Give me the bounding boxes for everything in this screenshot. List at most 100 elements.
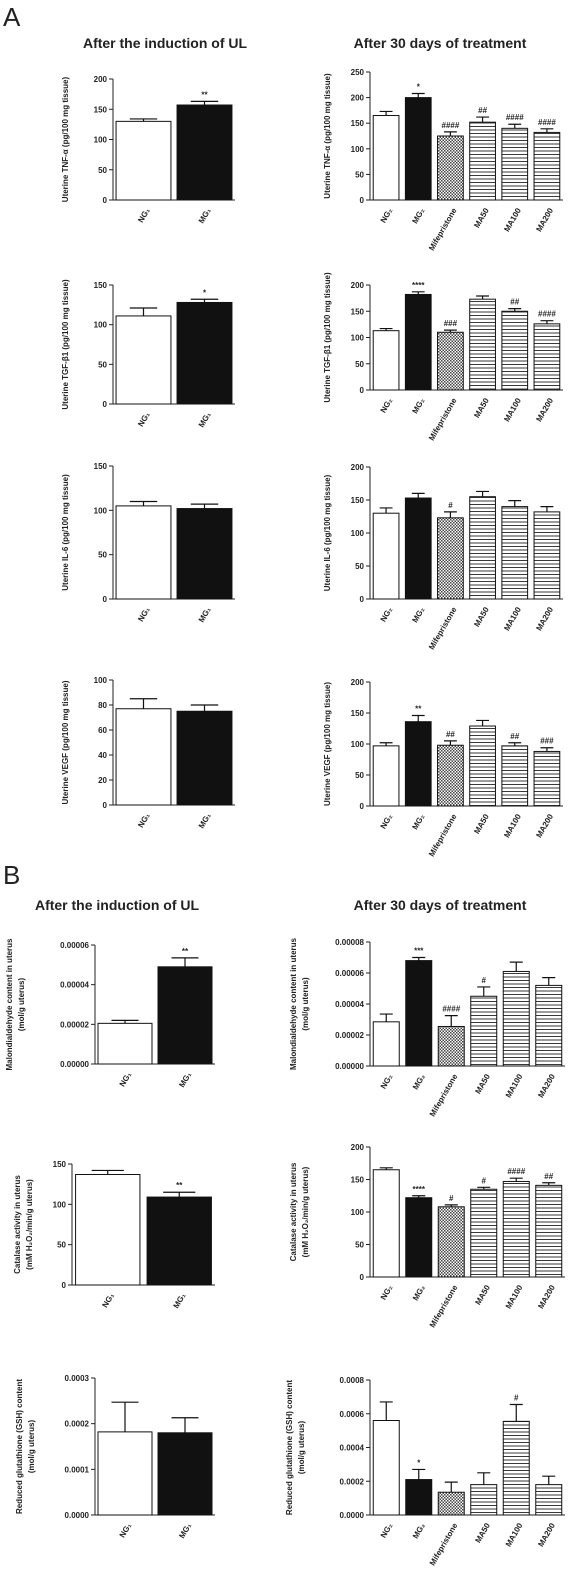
y-tick-label: 150 [94, 462, 108, 471]
bar [533, 511, 561, 600]
bar [502, 1420, 530, 1516]
y-tick-label: 0 [103, 196, 108, 205]
x-tick-label: MG₂ [410, 396, 426, 415]
bar [115, 505, 172, 600]
bar [437, 1025, 465, 1067]
significance-label: #### [442, 121, 460, 130]
bar [535, 1184, 563, 1278]
y-axis-label: (mol/g uterus) [297, 1421, 306, 1475]
error-bar [91, 1169, 124, 1175]
error-bar [163, 1191, 196, 1198]
bar [469, 496, 496, 600]
y-axis-label: Catalase activity in uterus [13, 1175, 22, 1274]
bar [372, 1420, 400, 1516]
error-bar [379, 1401, 393, 1421]
error-bar [412, 1468, 426, 1480]
significance-label: # [482, 1176, 487, 1185]
x-tick-label: MG₂ [411, 1521, 427, 1540]
x-tick-label: MA200 [536, 1521, 557, 1548]
significance-label: # [449, 1194, 454, 1203]
bar [437, 1206, 465, 1278]
x-tick-label: MG₁ [197, 410, 213, 429]
bar [405, 1197, 433, 1278]
y-tick-label: 200 [94, 75, 108, 84]
bar [404, 497, 432, 600]
bar [372, 1021, 400, 1067]
y-tick-label: 0.0002 [340, 1477, 365, 1486]
y-tick-label: 0.0006 [340, 1410, 365, 1419]
error-bar [129, 118, 158, 122]
significance-label: ## [510, 298, 519, 307]
y-tick-label: 0 [360, 196, 365, 205]
error-bar [540, 506, 554, 512]
x-tick-label: MA100 [502, 206, 523, 233]
y-tick-label: 0 [103, 400, 108, 409]
y-tick-label: 0.0000 [65, 1511, 90, 1520]
y-tick-label: 150 [351, 709, 365, 718]
error-bar [379, 1013, 393, 1022]
y-axis-label: Uterine VEGF (pg/100 mg tissue) [61, 680, 70, 804]
y-axis-label: Reduced glutathione (GSH) content [285, 1380, 294, 1515]
y-tick-label: 20 [98, 776, 107, 785]
error-bar [542, 977, 556, 986]
significance-label: ** [201, 90, 208, 99]
y-tick-label: 0.00004 [60, 981, 89, 990]
significance-label: ## [510, 732, 519, 741]
error-bar [171, 957, 199, 967]
y-axis-label: Uterine VEGF (pg/100 mg tissue) [323, 682, 332, 806]
x-tick-label: MA200 [536, 1072, 557, 1099]
x-tick-label: MG₂ [411, 1072, 427, 1091]
x-tick-label: MG₁ [197, 605, 213, 624]
bar [501, 310, 529, 391]
error-bar [540, 128, 554, 133]
y-tick-label: 0.0004 [340, 1444, 365, 1453]
error-bar [476, 295, 490, 300]
y-tick-label: 0 [360, 386, 365, 395]
x-tick-label: Mifepristone [428, 1072, 460, 1118]
x-tick-label: MA200 [536, 1283, 557, 1310]
bar [535, 984, 563, 1067]
error-bar [379, 507, 393, 514]
y-tick-label: 0 [103, 801, 108, 810]
error-bar [190, 298, 219, 303]
column-title: After 30 days of treatment [354, 35, 527, 51]
bar [404, 293, 432, 391]
x-tick-label: NG₁ [100, 1291, 116, 1309]
error-bar [509, 961, 523, 972]
y-tick-label: 150 [351, 119, 365, 128]
y-tick-label: 200 [351, 94, 365, 103]
y-axis-label: Uterine IL-6 (pg/100 mg tissue) [323, 474, 332, 591]
bar [437, 331, 464, 391]
y-tick-label: 0.0003 [65, 1374, 90, 1383]
y-tick-label: 0.00000 [60, 1060, 89, 1069]
y-tick-label: 0.00004 [335, 1000, 364, 1009]
error-bar [190, 704, 219, 712]
x-tick-label: MA50 [473, 1283, 492, 1306]
y-tick-label: 50 [355, 360, 364, 369]
error-bar [171, 1417, 199, 1433]
error-bar [477, 1186, 491, 1190]
x-tick-label: NG₁ [136, 206, 152, 224]
x-tick-label: MA200 [534, 605, 555, 632]
bar [502, 970, 530, 1067]
error-bar [443, 131, 457, 136]
error-bar [508, 308, 522, 312]
y-tick-label: 50 [98, 360, 107, 369]
error-bar [508, 500, 522, 507]
error-bar [379, 1167, 393, 1170]
bar [469, 298, 496, 391]
y-tick-label: 200 [351, 1143, 365, 1152]
error-bar [190, 503, 219, 509]
significance-label: *** [414, 947, 424, 956]
error-bar [411, 492, 425, 499]
y-tick-label: 0 [62, 1281, 67, 1290]
x-tick-label: MG₁ [172, 1291, 188, 1310]
panel-label: A [3, 2, 21, 32]
error-bar [444, 1015, 458, 1027]
column-title: After 30 days of treatment [354, 897, 527, 913]
bar [97, 1022, 153, 1065]
y-axis-label: Malondialdehyde content in uterus [5, 938, 14, 1071]
bar [75, 1173, 141, 1286]
x-tick-label: NG₁ [136, 410, 152, 428]
x-tick-label: MA50 [472, 206, 491, 229]
